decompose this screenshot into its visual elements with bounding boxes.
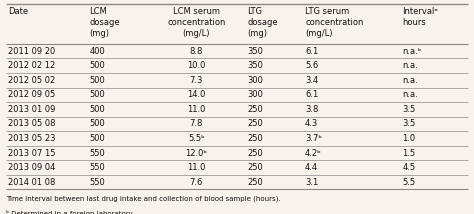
Text: 3.5: 3.5: [402, 119, 416, 128]
Text: 14.0: 14.0: [187, 90, 205, 99]
Text: 550: 550: [90, 149, 105, 158]
Text: 5.6: 5.6: [305, 61, 319, 70]
Text: 2011 09 20: 2011 09 20: [8, 47, 55, 56]
Text: 500: 500: [90, 61, 105, 70]
Text: 2013 07 15: 2013 07 15: [8, 149, 55, 158]
Text: 500: 500: [90, 134, 105, 143]
Text: 4.5: 4.5: [402, 163, 416, 172]
Text: n.a.: n.a.: [402, 61, 418, 70]
Text: 7.3: 7.3: [190, 76, 203, 85]
Text: 500: 500: [90, 119, 105, 128]
Text: 1.5: 1.5: [402, 149, 416, 158]
Text: 12.0ᵇ: 12.0ᵇ: [185, 149, 207, 158]
Text: 350: 350: [247, 47, 263, 56]
Text: 7.6: 7.6: [190, 178, 203, 187]
Text: n.a.: n.a.: [402, 90, 418, 99]
Text: Time interval between last drug intake and collection of blood sample (hours).: Time interval between last drug intake a…: [6, 196, 280, 202]
Text: n.a.ᵇ: n.a.ᵇ: [402, 47, 422, 56]
Text: 2012 05 02: 2012 05 02: [8, 76, 55, 85]
Text: 250: 250: [247, 163, 263, 172]
Text: 250: 250: [247, 134, 263, 143]
Text: 3.7ᵇ: 3.7ᵇ: [305, 134, 322, 143]
Text: 250: 250: [247, 119, 263, 128]
Text: 2013 05 08: 2013 05 08: [8, 119, 55, 128]
Text: 7.8: 7.8: [190, 119, 203, 128]
Text: 11.0: 11.0: [187, 105, 205, 114]
Text: 500: 500: [90, 105, 105, 114]
Text: 5.5: 5.5: [402, 178, 416, 187]
Text: 4.2ᵇ: 4.2ᵇ: [305, 149, 322, 158]
Text: 250: 250: [247, 178, 263, 187]
Text: 400: 400: [90, 47, 105, 56]
Text: 6.1: 6.1: [305, 47, 319, 56]
Text: 350: 350: [247, 61, 263, 70]
Text: 2012 02 12: 2012 02 12: [8, 61, 55, 70]
Text: LTG serum
concentration
(mg/L): LTG serum concentration (mg/L): [305, 7, 364, 38]
Text: n.a.: n.a.: [402, 76, 418, 85]
Text: 8.8: 8.8: [190, 47, 203, 56]
Text: Date: Date: [8, 7, 28, 16]
Text: 3.8: 3.8: [305, 105, 319, 114]
Text: 4.3: 4.3: [305, 119, 319, 128]
Text: 500: 500: [90, 76, 105, 85]
Text: 550: 550: [90, 163, 105, 172]
Text: ᵇ Determined in a foreign laboratory.: ᵇ Determined in a foreign laboratory.: [6, 210, 134, 214]
Text: 2013 05 23: 2013 05 23: [8, 134, 55, 143]
Text: LCM serum
concentration
(mg/L): LCM serum concentration (mg/L): [167, 7, 226, 38]
Text: 300: 300: [247, 76, 263, 85]
Text: 250: 250: [247, 149, 263, 158]
Text: 1.0: 1.0: [402, 134, 416, 143]
Text: 2012 09 05: 2012 09 05: [8, 90, 55, 99]
Text: 2013 09 04: 2013 09 04: [8, 163, 55, 172]
Text: 250: 250: [247, 105, 263, 114]
Text: 11.0: 11.0: [187, 163, 205, 172]
Text: 4.4: 4.4: [305, 163, 318, 172]
Text: LCM
dosage
(mg): LCM dosage (mg): [90, 7, 120, 38]
Text: 6.1: 6.1: [305, 90, 319, 99]
Text: LTG
dosage
(mg): LTG dosage (mg): [247, 7, 278, 38]
Text: 300: 300: [247, 90, 263, 99]
Text: 550: 550: [90, 178, 105, 187]
Text: 2014 01 08: 2014 01 08: [8, 178, 55, 187]
Text: 3.4: 3.4: [305, 76, 319, 85]
Text: Intervalᵃ
hours: Intervalᵃ hours: [402, 7, 438, 27]
Text: 10.0: 10.0: [187, 61, 205, 70]
Text: 500: 500: [90, 90, 105, 99]
Text: 5.5ᵇ: 5.5ᵇ: [188, 134, 205, 143]
Text: 3.5: 3.5: [402, 105, 416, 114]
Text: 2013 01 09: 2013 01 09: [8, 105, 55, 114]
Text: 3.1: 3.1: [305, 178, 319, 187]
